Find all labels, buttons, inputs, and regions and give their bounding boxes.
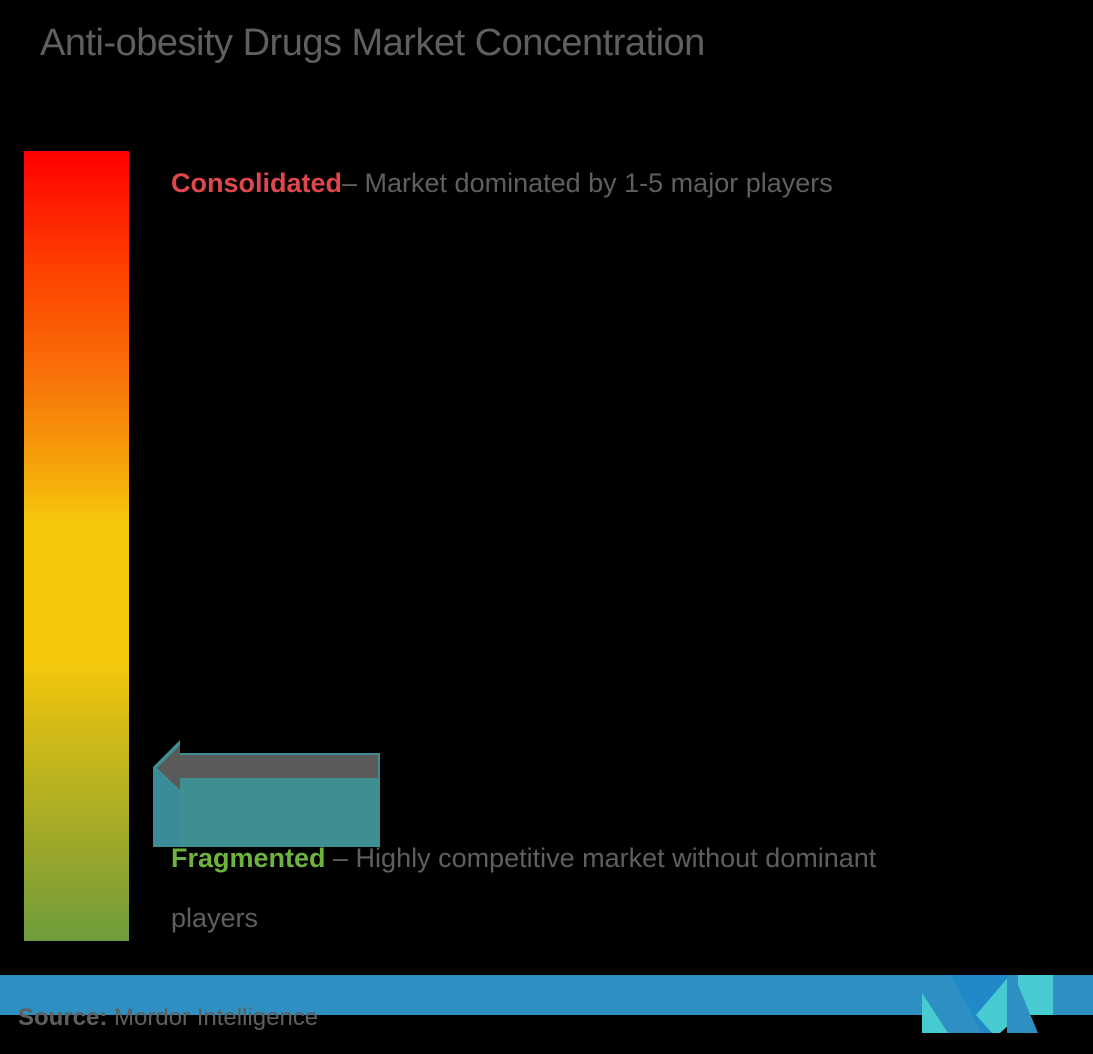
source-label: Source: [18, 1004, 108, 1031]
market-position-arrow-icon [153, 740, 380, 847]
fragmented-label-line: Fragmented – Highly competitive market w… [171, 843, 876, 874]
fragmented-description: – Highly competitive market without domi… [325, 843, 877, 873]
source-credit: Source: Mordor Intelligence [18, 1004, 318, 1032]
consolidated-label: Consolidated [171, 168, 343, 198]
chart-title: Anti-obesity Drugs Market Concentration [40, 22, 705, 64]
source-value: Mordor Intelligence [107, 1004, 319, 1031]
fragmented-description-continued: players [171, 903, 259, 933]
consolidated-label-line: Consolidated– Market dominated by 1-5 ma… [171, 168, 833, 199]
mordor-intelligence-logo-icon [920, 975, 1053, 1033]
concentration-gradient-bar [24, 151, 129, 941]
footer-band [0, 975, 1093, 1015]
consolidated-description: – Market dominated by 1-5 major players [342, 168, 833, 198]
fragmented-label: Fragmented [171, 843, 326, 873]
